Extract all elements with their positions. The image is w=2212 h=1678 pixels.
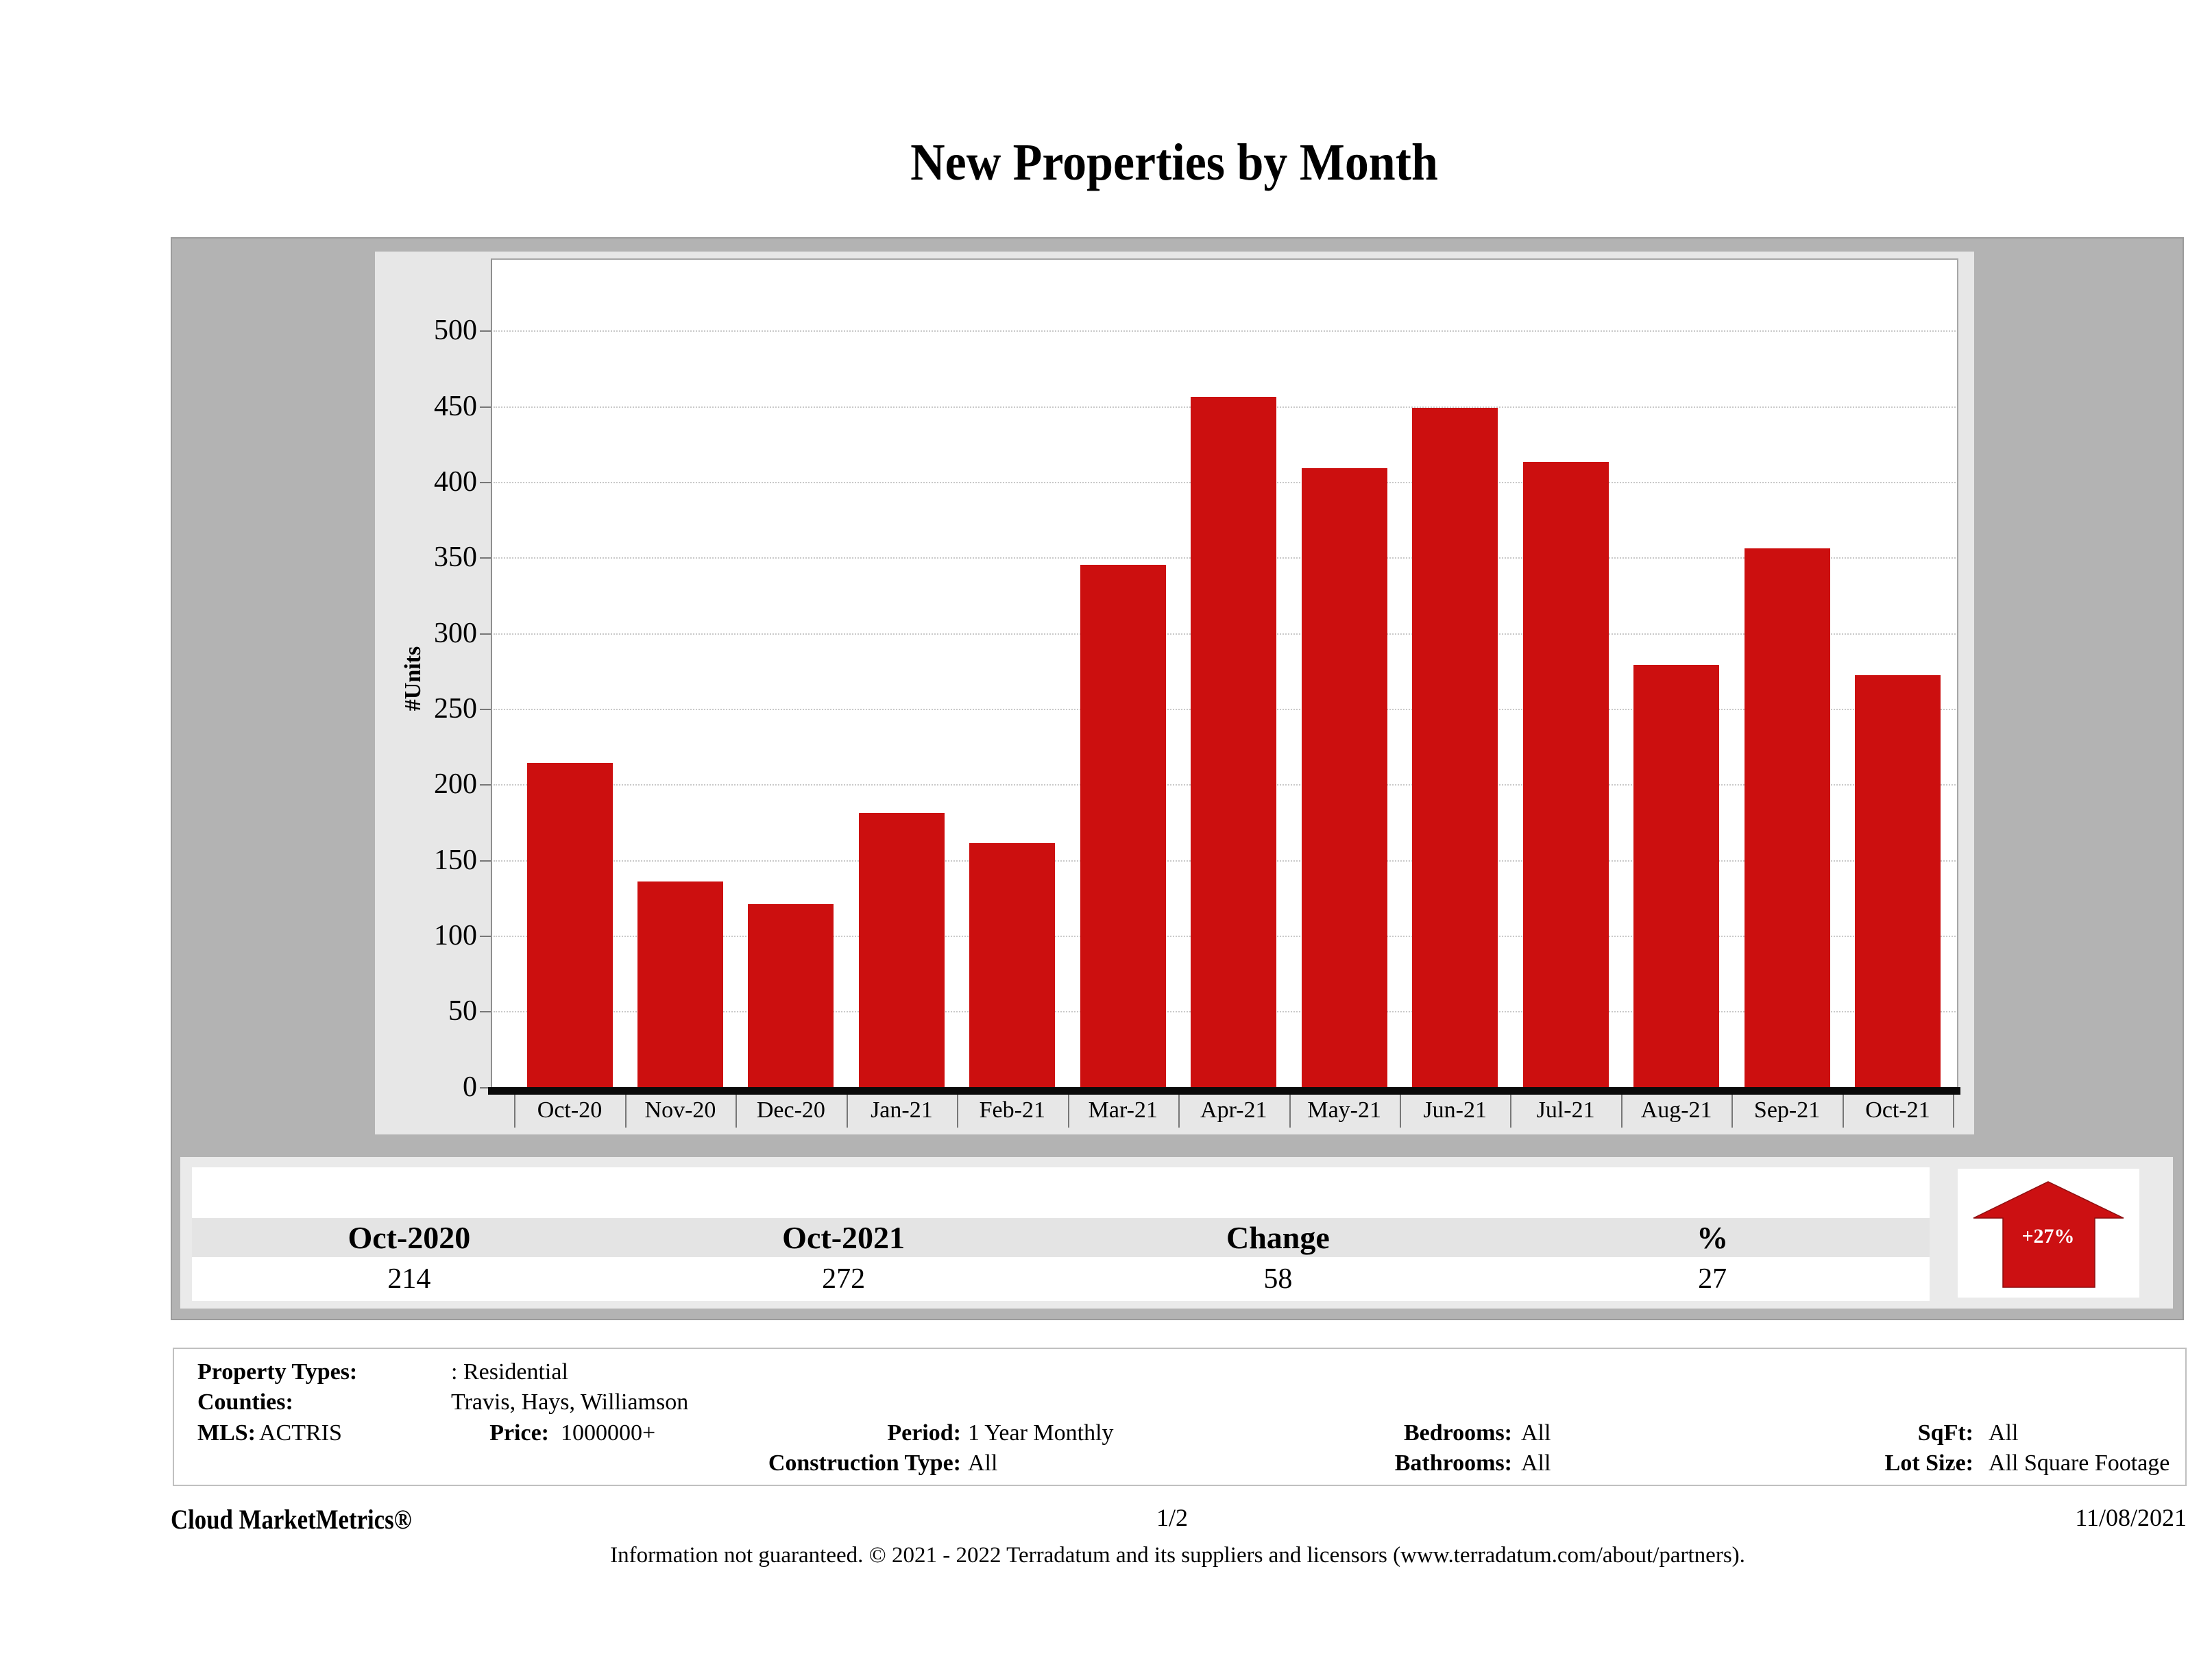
svg-text:+27%: +27% [2021, 1225, 2074, 1248]
